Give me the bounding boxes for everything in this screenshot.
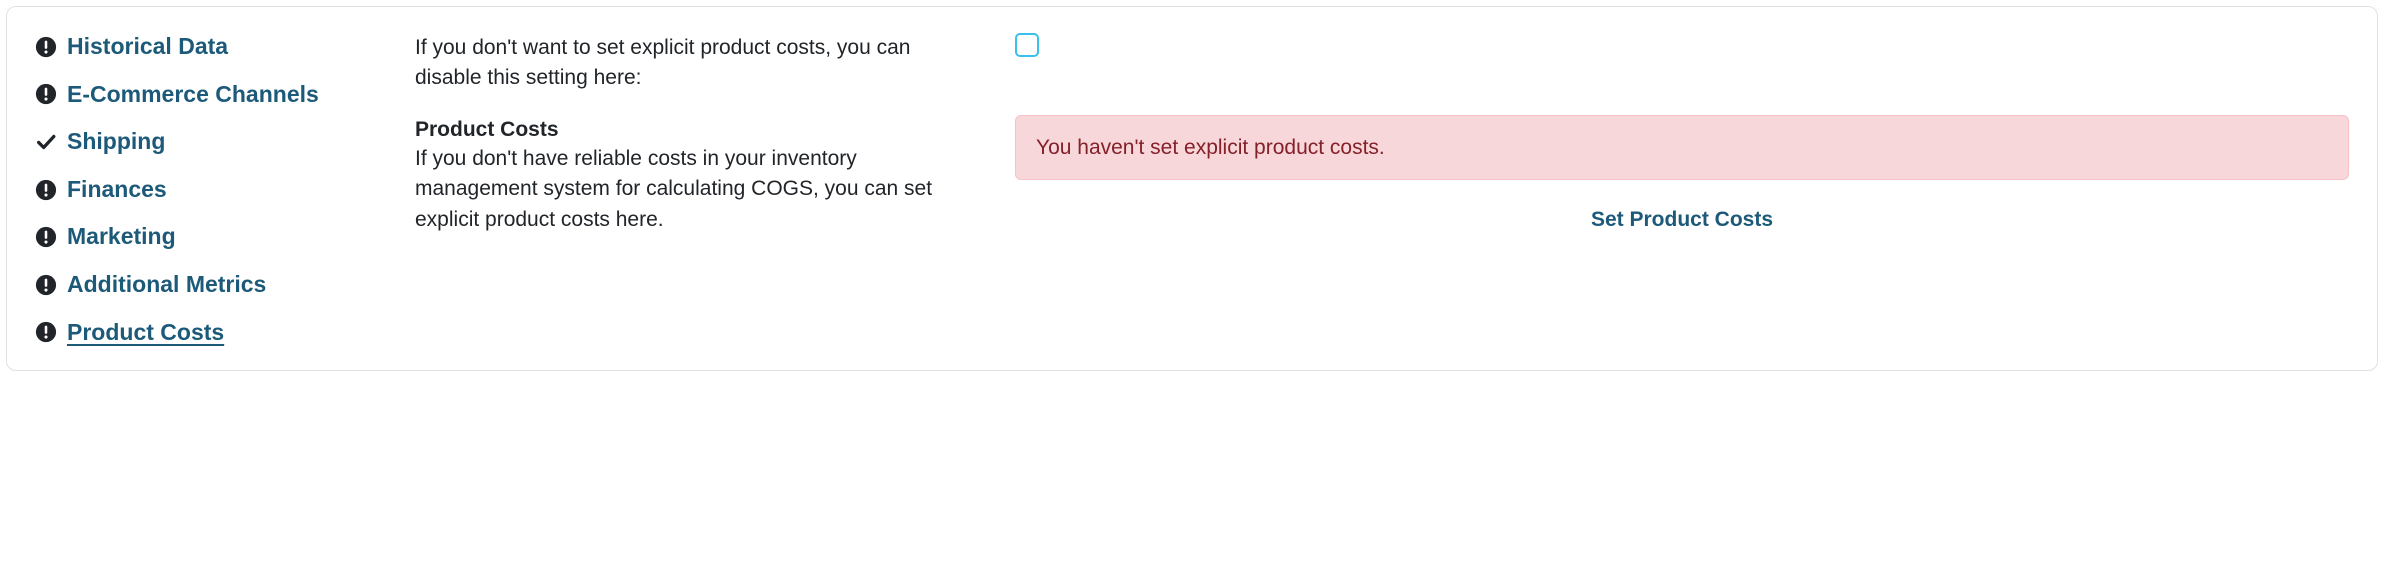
sidebar-item-marketing[interactable]: Marketing	[35, 223, 415, 251]
sidebar-item-label: E-Commerce Channels	[67, 81, 319, 109]
sidebar-item-additional-metrics[interactable]: Additional Metrics	[35, 271, 415, 299]
sidebar-item-label: Historical Data	[67, 33, 228, 61]
settings-content: If you don't want to set explicit produc…	[415, 27, 2349, 346]
warning-icon	[35, 179, 57, 201]
warning-icon	[35, 226, 57, 248]
sidebar-item-label: Finances	[67, 176, 167, 204]
sidebar-item-label: Additional Metrics	[67, 271, 266, 299]
section-description: If you don't have reliable costs in your…	[415, 144, 975, 235]
disable-setting-description: If you don't want to set explicit produc…	[415, 33, 975, 94]
set-product-costs-button[interactable]: Set Product Costs	[1591, 208, 1773, 232]
content-right-column: You haven't set explicit product costs. …	[1015, 33, 2349, 346]
sidebar-item-label: Product Costs	[67, 319, 224, 347]
settings-card: Historical Data E-Commerce Channels Ship…	[6, 6, 2378, 371]
sidebar-item-shipping[interactable]: Shipping	[35, 128, 415, 156]
section-heading: Product Costs	[415, 118, 975, 142]
sidebar-item-label: Marketing	[67, 223, 176, 251]
sidebar-item-finances[interactable]: Finances	[35, 176, 415, 204]
content-left-column: If you don't want to set explicit produc…	[415, 33, 975, 346]
product-costs-section: Product Costs If you don't have reliable…	[415, 118, 975, 235]
sidebar-item-label: Shipping	[67, 128, 165, 156]
action-row: Set Product Costs	[1015, 180, 2349, 232]
warning-icon	[35, 321, 57, 343]
warning-icon	[35, 83, 57, 105]
warning-icon	[35, 36, 57, 58]
sidebar-item-ecommerce-channels[interactable]: E-Commerce Channels	[35, 81, 415, 109]
product-costs-alert: You haven't set explicit product costs.	[1015, 115, 2349, 180]
sidebar-item-product-costs[interactable]: Product Costs	[35, 319, 415, 347]
settings-sidebar: Historical Data E-Commerce Channels Ship…	[35, 27, 415, 346]
disable-product-costs-checkbox[interactable]	[1015, 33, 1039, 57]
warning-icon	[35, 274, 57, 296]
check-icon	[35, 131, 57, 153]
sidebar-item-historical-data[interactable]: Historical Data	[35, 33, 415, 61]
alert-text: You haven't set explicit product costs.	[1036, 136, 1385, 159]
